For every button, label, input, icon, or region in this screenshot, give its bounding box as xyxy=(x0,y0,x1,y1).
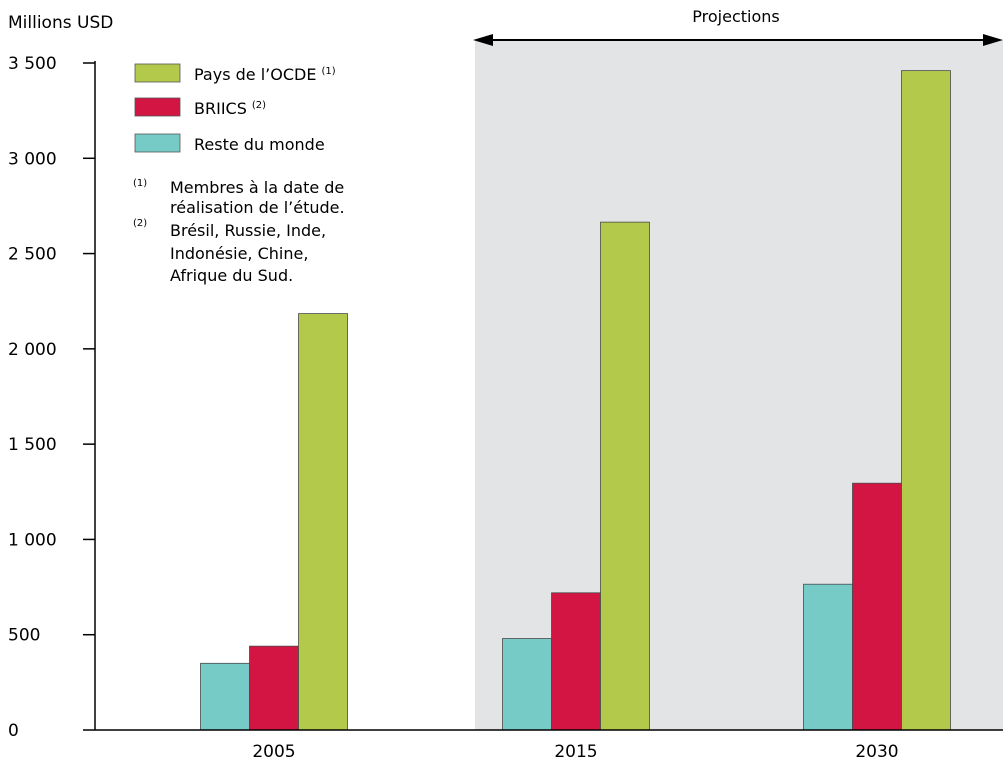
footnote-2-line-1: Brésil, Russie, Inde, xyxy=(170,221,326,240)
x-axis: 2005 2015 2030 xyxy=(95,729,1003,760)
bar-2005-0 xyxy=(200,662,250,731)
y-tick-label: 3 500 xyxy=(8,54,57,74)
y-tick-label: 2 000 xyxy=(8,340,57,360)
y-tick-label: 2 500 xyxy=(8,245,57,265)
bar-2015-2 xyxy=(600,221,650,731)
bar-2030-2 xyxy=(901,70,951,731)
projection-arrow-right-head xyxy=(983,34,1003,46)
bar-2015-1 xyxy=(551,592,601,731)
legend-swatch-oecd xyxy=(134,63,181,83)
y-axis: 0 500 1 000 1 500 2 000 2 500 3 000 3 500 xyxy=(8,54,96,741)
projection-arrow-left-head xyxy=(473,34,493,46)
footnotes: (1) Membres à la date de réalisation de … xyxy=(133,178,345,285)
footnote-1-line-1: Membres à la date de xyxy=(170,178,344,197)
footnote-1-ref: (1) xyxy=(133,178,147,189)
projection-label: Projections xyxy=(692,7,779,26)
y-tick-label: 1 000 xyxy=(8,530,57,550)
projection-indicator: Projections xyxy=(473,7,1003,46)
y-tick-label: 500 xyxy=(8,626,40,646)
bar-2005-1 xyxy=(249,645,299,731)
y-tick-label: 1 500 xyxy=(8,435,57,455)
bar-2030-0 xyxy=(803,583,853,731)
legend-swatch-rest xyxy=(134,133,181,153)
x-tick-label: 2015 xyxy=(554,742,597,760)
footnote-2-ref: (2) xyxy=(133,218,147,229)
footnote-2-line-2: Indonésie, Chine, xyxy=(170,244,308,263)
y-tick-label: 3 000 xyxy=(8,149,57,169)
legend-label-oecd: Pays de l’OCDE (1) xyxy=(194,65,336,84)
legend: Pays de l’OCDE (1) BRIICS (2) Reste du mon… xyxy=(134,63,336,154)
y-tick-label: 0 xyxy=(8,721,19,741)
legend-swatch-briics xyxy=(134,97,181,117)
legend-label-briics: BRIICS (2) xyxy=(194,99,266,118)
bar-2030-1 xyxy=(852,482,902,731)
bars xyxy=(200,70,951,731)
footnote-1-line-2: réalisation de l’étude. xyxy=(170,198,345,217)
legend-label-rest: Reste du monde xyxy=(194,135,325,154)
y-axis-label: Millions USD xyxy=(8,13,113,33)
x-tick-label: 2030 xyxy=(855,742,898,760)
bar-2015-0 xyxy=(502,638,552,731)
footnote-2-line-3: Afrique du Sud. xyxy=(170,266,293,285)
x-tick-label: 2005 xyxy=(252,742,295,760)
bar-2005-2 xyxy=(298,313,348,731)
